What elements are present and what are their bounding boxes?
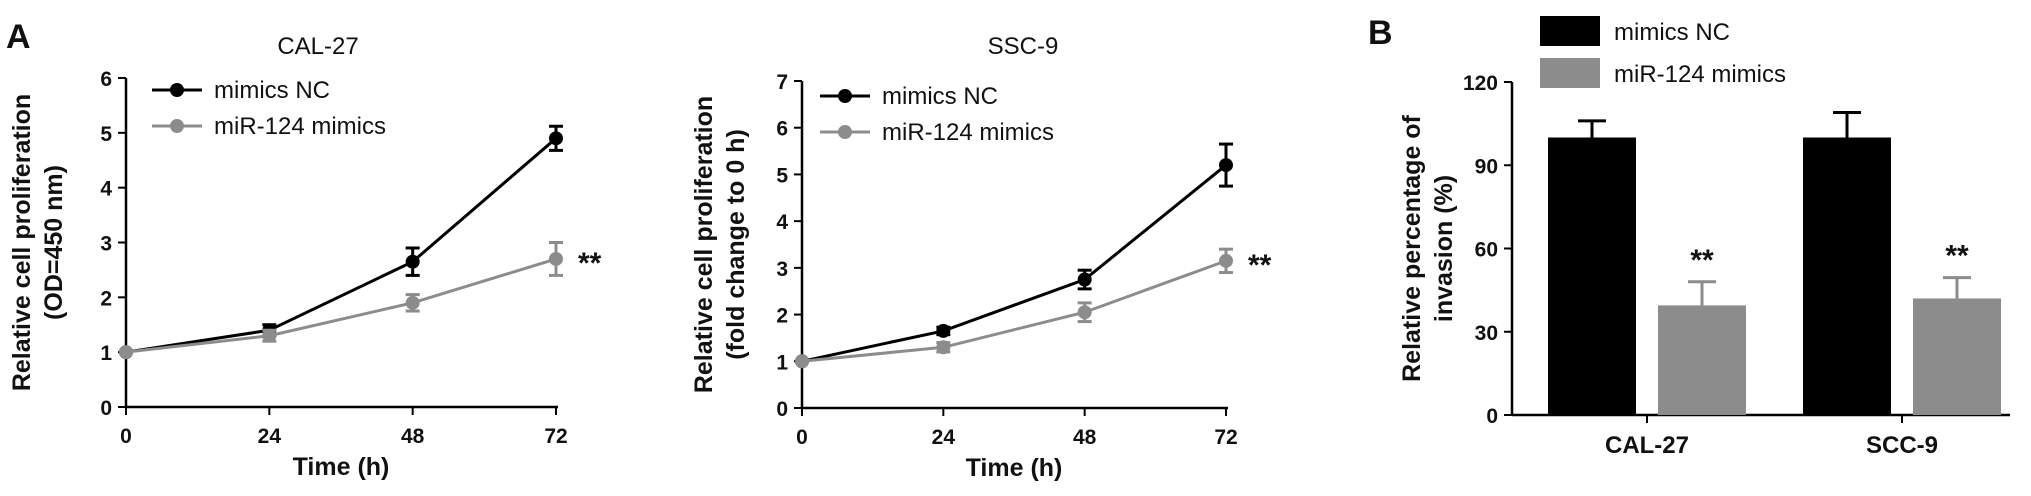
significance-marker: **: [1248, 249, 1272, 282]
x-tick-label: 24: [258, 425, 282, 448]
data-point: [405, 254, 420, 269]
y-axis-label-line2: invasion (%): [1430, 175, 1458, 322]
panel-label-a: A: [6, 18, 31, 56]
y-tick-label: 0: [100, 397, 112, 420]
legend-label-0: mimics NC: [214, 77, 330, 104]
x-tick-label: 0: [796, 426, 808, 449]
data-point: [1077, 272, 1092, 287]
bar-0: [1548, 137, 1636, 415]
y-tick-label: 3: [776, 258, 788, 281]
data-point: [795, 354, 809, 369]
data-point: [936, 340, 951, 355]
y-tick-label: 0: [1486, 405, 1498, 428]
series-line-1: [801, 259, 1227, 363]
series-line-1: [125, 257, 557, 354]
legend-label-0: mimics NC: [882, 83, 998, 110]
x-tick-label: 72: [1214, 426, 1237, 449]
legend-marker-0: [170, 83, 184, 97]
cal27-proliferation-chart: 0 1 2 3 4 5 6 0 24 48 72 CAL-27 Time (h) Relative cel…: [8, 33, 602, 481]
data-point: [1219, 253, 1233, 268]
significance-marker: **: [1945, 240, 1969, 273]
y-tick-label: 1: [100, 342, 112, 365]
bar-1: [1913, 298, 2001, 415]
legend-marker-1: [838, 125, 852, 139]
y-axis-label-line1: Relative cell proliferation: [8, 94, 36, 391]
data-point: [1219, 158, 1233, 173]
y-tick-label: 6: [100, 68, 112, 91]
data-point: [549, 131, 563, 146]
y-tick-label: 0: [776, 398, 788, 421]
legend-marker-1: [170, 119, 184, 133]
x-tick-label: 24: [932, 426, 956, 449]
y-axis-label-line1: Relative cell proliferation: [690, 96, 718, 393]
significance-marker: **: [578, 247, 602, 280]
y-tick-label: 60: [1475, 239, 1498, 262]
data-point: [405, 295, 420, 310]
x-tick-label: 0: [120, 425, 132, 448]
data-point: [119, 345, 133, 360]
legend-swatch-1: [1540, 58, 1600, 88]
series-line-0: [125, 137, 557, 354]
y-axis-label-line2: (OD=450 nm): [40, 165, 68, 320]
panel-label-b: B: [1368, 14, 1393, 52]
ssc9-proliferation-chart: 0 1 2 3 4 5 6 7 0 24 48 72 SSC-9 Time (h) Relative cel…: [690, 33, 1272, 482]
data-point: [936, 323, 951, 338]
y-tick-label: 5: [776, 164, 788, 187]
x-tick-label: 72: [544, 425, 567, 448]
x-category-label: CAL-27: [1605, 432, 1689, 459]
significance-marker: **: [1690, 244, 1714, 277]
series-line-0: [801, 163, 1227, 363]
chart-title: CAL-27: [277, 33, 358, 60]
y-tick-label: 2: [776, 305, 788, 328]
x-tick-label: 48: [1073, 426, 1097, 449]
legend-marker-0: [838, 89, 852, 103]
data-point: [262, 328, 277, 343]
y-axis-label-line1: Relative percentage of: [1398, 114, 1426, 381]
x-tick-label: 48: [401, 425, 425, 448]
y-tick-label: 30: [1475, 322, 1498, 345]
y-tick-label: 4: [100, 178, 112, 201]
legend-label-0: mimics NC: [1614, 19, 1730, 46]
y-tick-label: 7: [776, 71, 788, 94]
legend-swatch-0: [1540, 16, 1600, 46]
x-axis-label: Time (h): [966, 454, 1063, 482]
bar-0: [1803, 137, 1891, 415]
bar-1: [1658, 305, 1746, 415]
invasion-bar-chart: 0 30 60 90 120 CAL-27 ** SCC-9 ** Relative percen…: [1398, 16, 2010, 459]
legend-label-1: miR-124 mimics: [1614, 61, 1786, 88]
y-tick-label: 90: [1475, 155, 1498, 178]
legend-label-1: miR-124 mimics: [882, 119, 1054, 146]
data-point: [549, 251, 563, 266]
x-category-label: SCC-9: [1866, 432, 1938, 459]
y-tick-label: 2: [100, 287, 112, 310]
y-axis-label-line2: (fold change to 0 h): [722, 129, 750, 360]
y-tick-label: 3: [100, 233, 112, 256]
y-tick-label: 6: [776, 118, 788, 141]
data-point: [1077, 305, 1092, 320]
x-axis-label: Time (h): [293, 453, 390, 481]
legend-label-1: miR-124 mimics: [214, 113, 386, 140]
y-tick-label: 5: [100, 123, 112, 146]
chart-title: SSC-9: [988, 33, 1059, 60]
y-tick-label: 120: [1463, 72, 1498, 95]
y-tick-label: 1: [776, 351, 788, 374]
y-tick-label: 4: [776, 211, 788, 234]
